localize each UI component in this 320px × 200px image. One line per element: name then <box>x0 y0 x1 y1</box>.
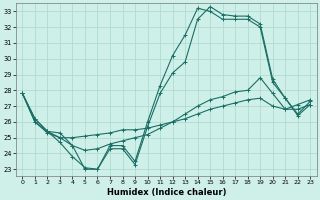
X-axis label: Humidex (Indice chaleur): Humidex (Indice chaleur) <box>107 188 226 197</box>
